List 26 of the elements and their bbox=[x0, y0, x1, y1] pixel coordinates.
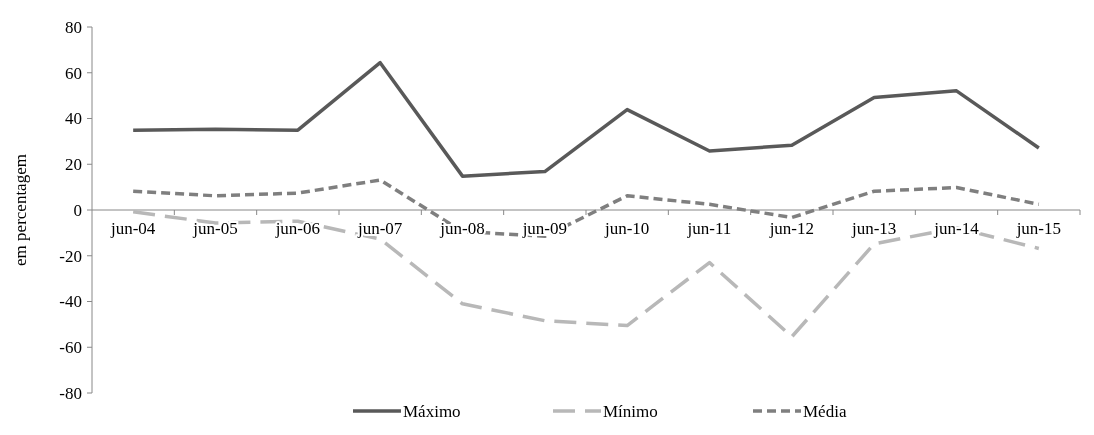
legend-label: Média bbox=[803, 401, 847, 421]
x-tick-label: jun-06 bbox=[274, 219, 321, 238]
y-tick-label: 40 bbox=[65, 109, 82, 129]
x-tick-label: jun-04 bbox=[109, 219, 156, 238]
x-tick-label: jun-14 bbox=[933, 219, 980, 238]
line-series bbox=[131, 60, 1041, 178]
y-tick-label: -20 bbox=[59, 246, 82, 266]
legend-label: Máximo bbox=[403, 401, 461, 421]
y-tick-label: 20 bbox=[65, 155, 82, 175]
x-tick-label: jun-12 bbox=[768, 219, 815, 238]
y-axis-title: em percentagem bbox=[11, 154, 30, 266]
x-tick-label: jun-08 bbox=[439, 219, 485, 238]
y-tick-label: 0 bbox=[73, 200, 82, 220]
y-tick-label: 60 bbox=[65, 63, 82, 83]
x-tick-label: jun-13 bbox=[850, 219, 897, 238]
y-tick-label: 80 bbox=[65, 17, 82, 37]
x-tick-label: jun-11 bbox=[686, 219, 732, 238]
x-tick-label: jun-15 bbox=[1015, 219, 1062, 238]
y-tick-label: -40 bbox=[59, 292, 82, 312]
y-tick-label: -80 bbox=[59, 383, 82, 403]
x-tick-label: jun-10 bbox=[603, 219, 650, 238]
x-tick-label: jun-09 bbox=[521, 219, 568, 238]
x-tick-label: jun-05 bbox=[192, 219, 238, 238]
y-tick-label: -60 bbox=[59, 338, 82, 358]
legend-label: Mínimo bbox=[603, 401, 658, 421]
x-tick-label: jun-07 bbox=[356, 219, 403, 238]
